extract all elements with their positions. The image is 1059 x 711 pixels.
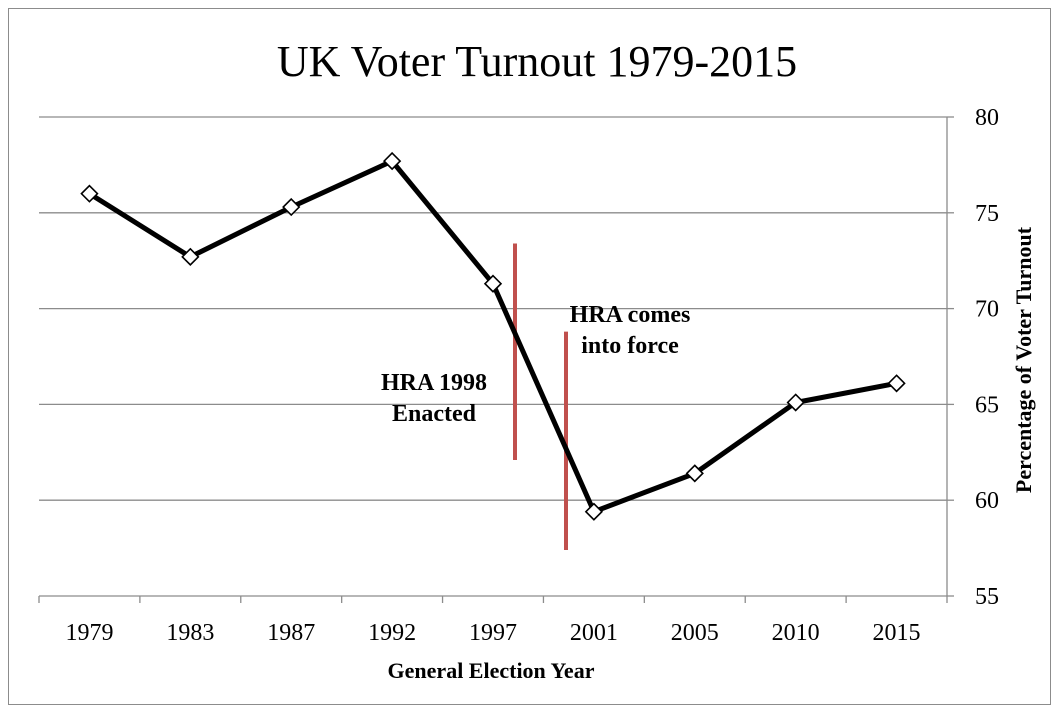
series-line: [88, 158, 898, 515]
y-tick-label: 75: [975, 201, 999, 227]
x-tick-label: 1987: [267, 620, 315, 646]
x-tick-labels: 1979 1983 1987 1992 1997 2001 2005 2010 2015: [65, 620, 920, 646]
x-tick-label: 2005: [671, 620, 719, 646]
data-point-1997: [483, 274, 503, 293]
annotation-hra-enacted-line2: Enacted: [392, 401, 477, 427]
y-tick-label: 60: [975, 488, 999, 514]
x-tick-label: 1997: [469, 620, 517, 646]
data-point-1983: [181, 247, 200, 266]
y-tick-label: 70: [975, 297, 999, 323]
x-tick-label: 2010: [772, 620, 820, 646]
y-tick-label: 55: [975, 584, 999, 610]
axes: [38, 116, 954, 603]
annotation-hra-in-force-line2: into force: [581, 333, 679, 359]
annotation-hra-enacted-line1: HRA 1998: [381, 370, 487, 396]
data-point-2010: [786, 393, 805, 412]
data-point-2015: [887, 374, 906, 393]
data-point-2001: [584, 502, 604, 521]
data-point-2005: [685, 464, 704, 483]
y-tick-labels: 55 60 65 70 75 80: [975, 105, 999, 610]
annotation-lines: [513, 243, 568, 551]
x-tick-label: 2015: [873, 620, 921, 646]
x-axis-title: General Election Year: [388, 658, 595, 683]
data-point-1992: [382, 151, 402, 171]
x-tick-label: 1983: [166, 620, 214, 646]
annotation-hra-in-force-line1: HRA comes: [570, 302, 691, 328]
x-tick-label: 1992: [368, 620, 416, 646]
y-axis-title: Percentage of Voter Turnout: [1011, 226, 1036, 493]
data-point-1979: [80, 184, 99, 203]
y-tick-label: 65: [975, 392, 999, 418]
gridlines: [39, 116, 947, 501]
annotation-hra-enacted: HRA 1998 Enacted: [381, 370, 487, 427]
series-turnout: [80, 151, 906, 521]
data-point-1987: [282, 197, 301, 217]
annotation-hra-in-force: HRA comes into force: [570, 302, 691, 359]
x-tick-label: 1979: [65, 620, 113, 646]
chart-title: UK Voter Turnout 1979-2015: [277, 37, 797, 86]
chart-frame: [8, 8, 1051, 705]
y-tick-label: 80: [975, 105, 999, 131]
x-tick-label: 2001: [570, 620, 618, 646]
